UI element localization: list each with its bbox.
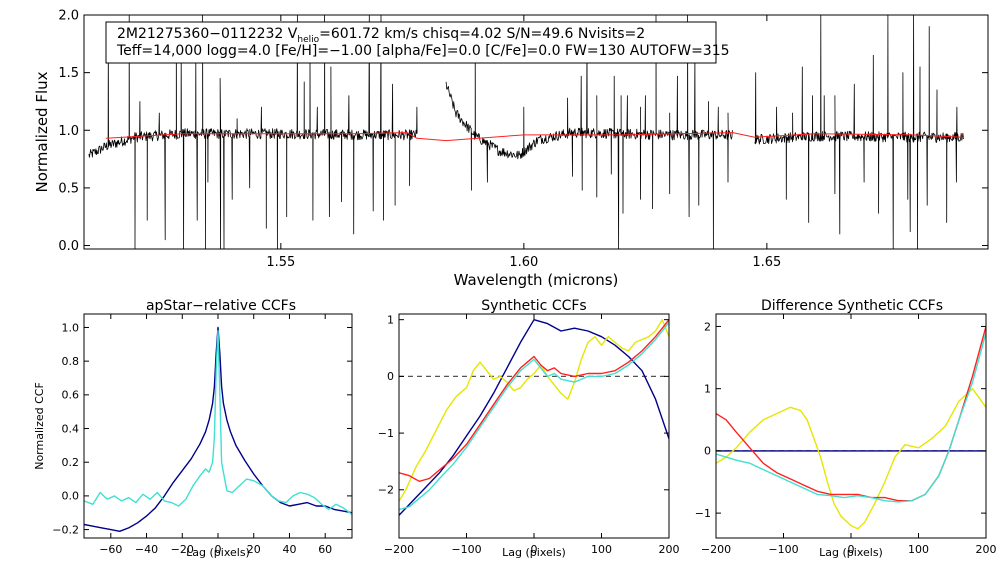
synthetic-ccf-xtick-label: 200 (659, 543, 680, 556)
difference-ccf-xtick-label: 0 (848, 543, 855, 556)
apstar-ccf-ytick-label: −0.2 (52, 523, 79, 536)
synthetic-ccf-series-group (399, 319, 669, 516)
apstar-ccf-series-group (84, 326, 352, 532)
apstar-ccf-series-cyan (84, 330, 352, 515)
difference-ccf-xtick-label: −200 (701, 543, 731, 556)
spectrum-model-line (105, 132, 964, 142)
apstar-ccf-panel: apStar−relative CCFs −60 −40 −20 0 20 40 60 −0.… (33, 298, 353, 559)
synthetic-ccf-xtick-label: −200 (384, 543, 414, 556)
spectrum-ytick-label: 2.0 (58, 9, 79, 24)
spectrum-ytick-label: 0.0 (58, 239, 79, 254)
difference-ccf-ytick-label: −1 (695, 507, 711, 520)
info-star-velocity-prefix: 2M21275360−0112232 V (117, 26, 298, 42)
synthetic-ccf-panel: Synthetic CCFs −200 −100 0 100 200 −2 −1 0 1 Lag… (378, 298, 680, 559)
info-line-1-rest: =601.72 km/s chisq=4.02 S/N=49.6 Nvisits… (319, 26, 645, 42)
spectrum-xtick-label: 1.65 (752, 255, 781, 270)
synthetic-ccf-xlabel: Lag (pixels) (502, 546, 566, 559)
apstar-ccf-ytick-label: 0.4 (62, 422, 80, 435)
spectrum-plot-area (88, 15, 964, 249)
difference-ccf-ytick-label: 2 (704, 320, 711, 333)
difference-ccf-series-group (716, 326, 986, 530)
difference-ccf-series-cyan (716, 332, 986, 503)
difference-ccf-xlabel: Lag (pixels) (819, 546, 883, 559)
synthetic-ccf-ytick-label: 1 (387, 314, 394, 327)
difference-ccf-title: Difference Synthetic CCFs (761, 298, 943, 314)
apstar-ccf-ytick-label: 1.0 (62, 321, 80, 334)
info-line-2: Teff=14,000 logg=4.0 [Fe/H]=−1.00 [alpha… (116, 43, 730, 59)
apstar-ccf-ytick-label: 0.8 (62, 355, 80, 368)
spectrum-frame (83, 14, 989, 250)
apstar-ccf-xtick-label: −60 (99, 543, 122, 556)
spectrum-series-group (88, 15, 964, 249)
info-helio-subscript: helio (297, 35, 319, 45)
spectrum-xlabel: Wavelength (microns) (454, 271, 619, 289)
apstar-ccf-xtick-label: 60 (318, 543, 332, 556)
spectrum-ytick-label: 1.0 (58, 124, 79, 139)
apstar-ccf-xtick-label: 0 (215, 543, 222, 556)
synthetic-ccf-plot-area (399, 319, 669, 516)
info-line-1: 2M21275360−0112232 Vhelio=601.72 km/s ch… (117, 26, 645, 45)
synthetic-ccf-series-yellow (399, 319, 669, 502)
synthetic-ccf-ytick-label: 0 (387, 370, 394, 383)
difference-ccf-axes: −200 −100 0 100 200 −1 0 1 2 (695, 314, 997, 556)
synthetic-ccf-xtick-label: 0 (531, 543, 538, 556)
synthetic-ccf-title: Synthetic CCFs (481, 298, 586, 314)
synthetic-ccf-frame (398, 313, 670, 539)
apstar-ccf-xtick-label: −20 (171, 543, 194, 556)
spectrum-ytick-label: 1.5 (58, 66, 79, 81)
difference-ccf-xtick-label: 200 (976, 543, 997, 556)
spectrum-xtick-label: 1.55 (266, 255, 295, 270)
spectrum-observed-chip-3 (754, 15, 964, 249)
synthetic-ccf-ytick-label: −2 (378, 484, 394, 497)
apstar-ccf-xlabel: Lag (pixels) (186, 546, 250, 559)
apstar-ccf-ylabel: Normalized CCF (33, 382, 46, 470)
synthetic-ccf-series-navy (399, 319, 669, 516)
synthetic-ccf-axes: −200 −100 0 100 200 −2 −1 0 1 (378, 314, 680, 556)
difference-ccf-series-red (716, 326, 986, 502)
apstar-ccf-title: apStar−relative CCFs (146, 298, 296, 314)
apstar-ccf-axes: −60 −40 −20 0 20 40 60 −0.2 0.0 0.2 0.4 0.6 0.8 1.0 (52, 314, 352, 556)
spectrum-axes: 1.55 1.60 1.65 0.0 0.5 1.0 1.5 2.0 (58, 9, 988, 270)
spectrum-xtick-label: 1.60 (509, 255, 538, 270)
apstar-ccf-ytick-label: 0.6 (62, 389, 80, 402)
synthetic-ccf-xtick-label: 100 (591, 543, 612, 556)
difference-ccf-ytick-label: 0 (704, 445, 711, 458)
synthetic-ccf-series-cyan (399, 322, 669, 511)
apstar-ccf-ytick-label: 0.2 (62, 456, 80, 469)
apstar-ccf-ytick-label: 0.0 (62, 490, 80, 503)
difference-ccf-xtick-label: 100 (908, 543, 929, 556)
apstar-ccf-xtick-label: −40 (135, 543, 158, 556)
difference-ccf-series-yellow (716, 388, 986, 530)
synthetic-ccf-ytick-label: −1 (378, 427, 394, 440)
spectrum-ytick-label: 0.5 (58, 181, 79, 196)
spectrum-observed-chip-2 (445, 15, 733, 249)
spectrum-panel: 1.55 1.60 1.65 0.0 0.5 1.0 1.5 2.0 Normalized F… (33, 9, 989, 289)
difference-ccf-ytick-label: 1 (704, 383, 711, 396)
apstar-ccf-xtick-label: 40 (282, 543, 296, 556)
difference-ccf-plot-area (716, 326, 986, 530)
apstar-ccf-xtick-label: 20 (247, 543, 261, 556)
difference-ccf-xtick-label: −100 (768, 543, 798, 556)
apstar-ccf-series-navy (84, 326, 352, 532)
difference-ccf-panel: Difference Synthetic CCFs −200 −100 0 100 20… (695, 298, 997, 559)
synthetic-ccf-series-red (399, 319, 669, 482)
apstar-ccf-plot-area (84, 326, 352, 532)
info-box (105, 21, 717, 64)
spectrum-ylabel: Normalized Flux (33, 71, 51, 192)
synthetic-ccf-xtick-label: −100 (451, 543, 481, 556)
